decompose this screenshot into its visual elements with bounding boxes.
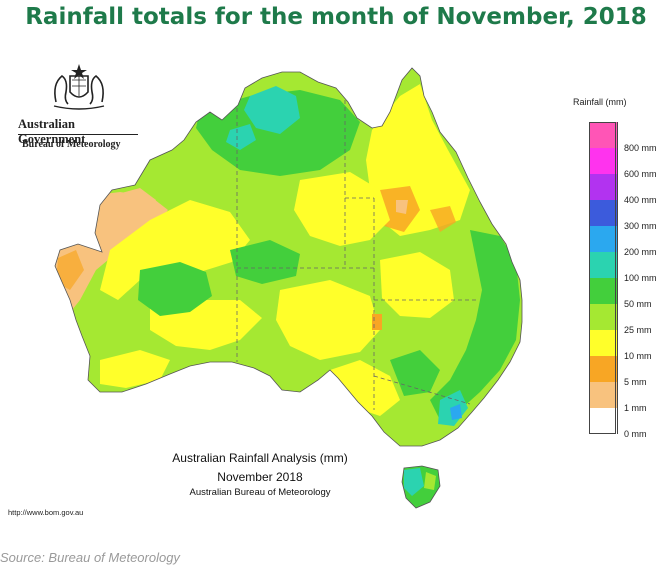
legend-label: 200 mm xyxy=(624,247,657,257)
legend-label: 10 mm xyxy=(624,351,652,361)
legend-swatch xyxy=(589,252,618,278)
legend-border xyxy=(589,122,616,434)
legend-label: 0 mm xyxy=(624,429,647,439)
legend-label: 300 mm xyxy=(624,221,657,231)
legend-swatch xyxy=(589,122,618,148)
legend-label: 50 mm xyxy=(624,299,652,309)
source-url: http://www.bom.gov.au xyxy=(8,508,84,517)
legend-label: 25 mm xyxy=(624,325,652,335)
source-note: Source: Bureau of Meteorology xyxy=(0,550,180,565)
divider xyxy=(18,134,138,135)
legend-label: 400 mm xyxy=(624,195,657,205)
legend-label: 600 mm xyxy=(624,169,657,179)
legend-title: Rainfall (mm) xyxy=(573,97,627,107)
legend-swatch xyxy=(589,200,618,226)
legend-swatch xyxy=(589,330,618,356)
legend-label: 1 mm xyxy=(624,403,647,413)
chart-title: Rainfall totals for the month of Novembe… xyxy=(25,4,647,30)
analysis-credit: Australian Bureau of Meteorology xyxy=(189,487,331,498)
legend-label: 5 mm xyxy=(624,377,647,387)
coat-of-arms-icon xyxy=(53,64,105,110)
legend-swatch xyxy=(589,304,618,330)
legend-swatch xyxy=(589,226,618,252)
agency-label: Bureau of Meteorology xyxy=(22,139,121,150)
analysis-title: Australian Rainfall Analysis (mm) xyxy=(172,451,348,465)
government-label: Australian Government xyxy=(18,117,86,146)
legend-swatch xyxy=(589,278,618,304)
legend-label: 100 mm xyxy=(624,273,657,283)
legend-label: 800 mm xyxy=(624,143,657,153)
analysis-period: November 2018 xyxy=(217,470,303,484)
legend-swatch xyxy=(589,148,618,174)
